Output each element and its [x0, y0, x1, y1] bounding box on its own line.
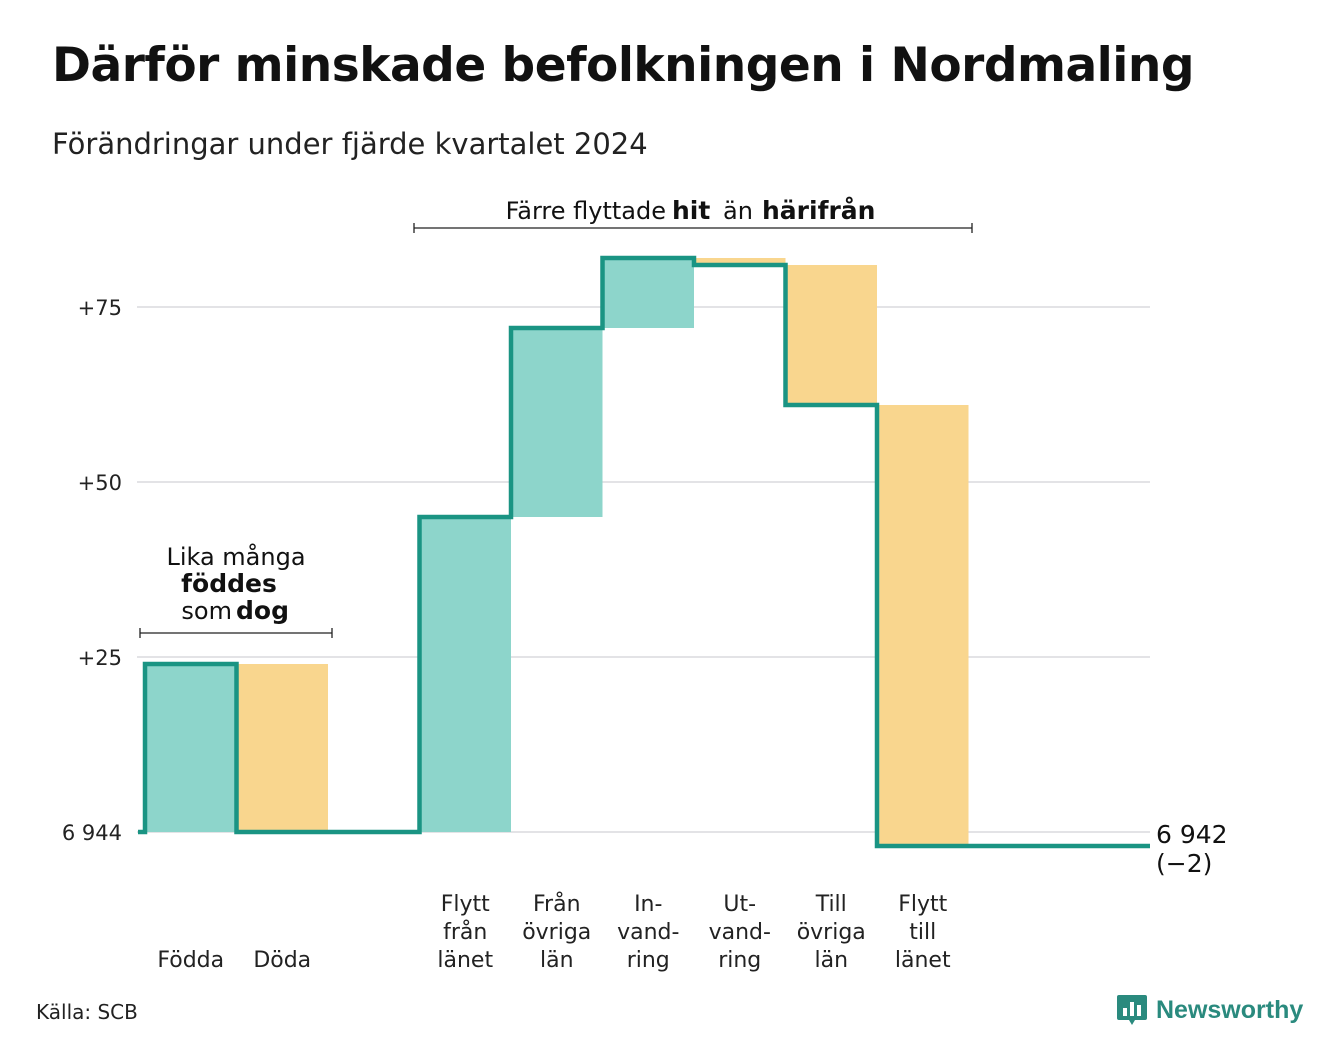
- category-label: Födda: [157, 948, 224, 973]
- annotation-natural-line1: Lika många: [166, 542, 305, 571]
- category-label: från: [443, 919, 487, 945]
- cumulative-step-line: [138, 255, 1150, 849]
- y-tick-label: +50: [78, 471, 122, 495]
- y-tick-label: 6 944: [62, 821, 122, 845]
- annotation-migration-mid: än: [723, 197, 753, 225]
- end-value: 6 942: [1156, 820, 1228, 849]
- bars: [145, 258, 969, 846]
- bar-decrease: [236, 664, 328, 832]
- annotation-migration: Färre flyttade hit än härifrån: [413, 196, 973, 233]
- y-tick-label: +25: [78, 646, 122, 670]
- page-title: Därför minskade befolkningen i Nordmalin…: [52, 38, 1195, 93]
- bar-increase: [602, 258, 694, 328]
- bar-increase: [145, 664, 237, 832]
- category-label: In-: [634, 892, 662, 917]
- category-label: Flytt: [441, 892, 490, 917]
- category-label: övriga: [797, 920, 866, 945]
- bar-chart-speech-icon: [1117, 995, 1147, 1025]
- brand-logo: Newsworthy: [1116, 993, 1303, 1027]
- category-label: Flytt: [898, 892, 947, 917]
- bar-increase: [511, 328, 603, 517]
- category-label: län: [540, 948, 574, 973]
- bar-decrease: [694, 258, 786, 265]
- page-subtitle: Förändringar under fjärde kvartalet 2024: [52, 127, 648, 161]
- category-label: län: [814, 948, 848, 973]
- brand-name: Newsworthy: [1156, 995, 1304, 1024]
- annotation-natural-som: som: [181, 597, 232, 625]
- category-label: övriga: [522, 920, 591, 945]
- category-label: Från: [533, 891, 581, 917]
- category-label: ring: [627, 948, 670, 973]
- bar-decrease: [877, 405, 969, 846]
- annotation-migration-in: hit: [672, 196, 710, 225]
- category-label: Till: [815, 892, 847, 917]
- category-label: vand-: [709, 920, 771, 945]
- category-labels: Födda DödaFlyttfrånlänetFrånövrigalänIn-v…: [157, 891, 951, 973]
- step-line: [138, 255, 1150, 849]
- source-note: Källa: SCB: [36, 1000, 138, 1024]
- category-label: vand-: [617, 920, 679, 945]
- end-change: (−2): [1156, 849, 1212, 878]
- y-tick-label: +75: [78, 296, 122, 320]
- category-label: ring: [718, 948, 761, 973]
- bar-increase: [419, 517, 511, 832]
- annotation-natural-died: dog: [236, 596, 289, 625]
- bar-decrease: [785, 265, 877, 405]
- category-label: länet: [895, 948, 951, 973]
- annotation-natural-born: föddes: [181, 569, 277, 598]
- end-value-label: 6 942 (−2): [1156, 820, 1228, 878]
- annotation-migration-out: härifrån: [762, 196, 875, 225]
- category-label: till: [909, 920, 936, 945]
- category-label: Ut-: [723, 892, 756, 917]
- y-axis-ticks: 6 944 +25 +50 +75: [62, 296, 122, 845]
- category-label: Döda: [253, 948, 311, 973]
- annotation-natural: Lika många föddes som dog: [139, 542, 333, 638]
- category-label: länet: [437, 948, 493, 973]
- annotation-migration-pre: Färre flyttade: [506, 197, 666, 225]
